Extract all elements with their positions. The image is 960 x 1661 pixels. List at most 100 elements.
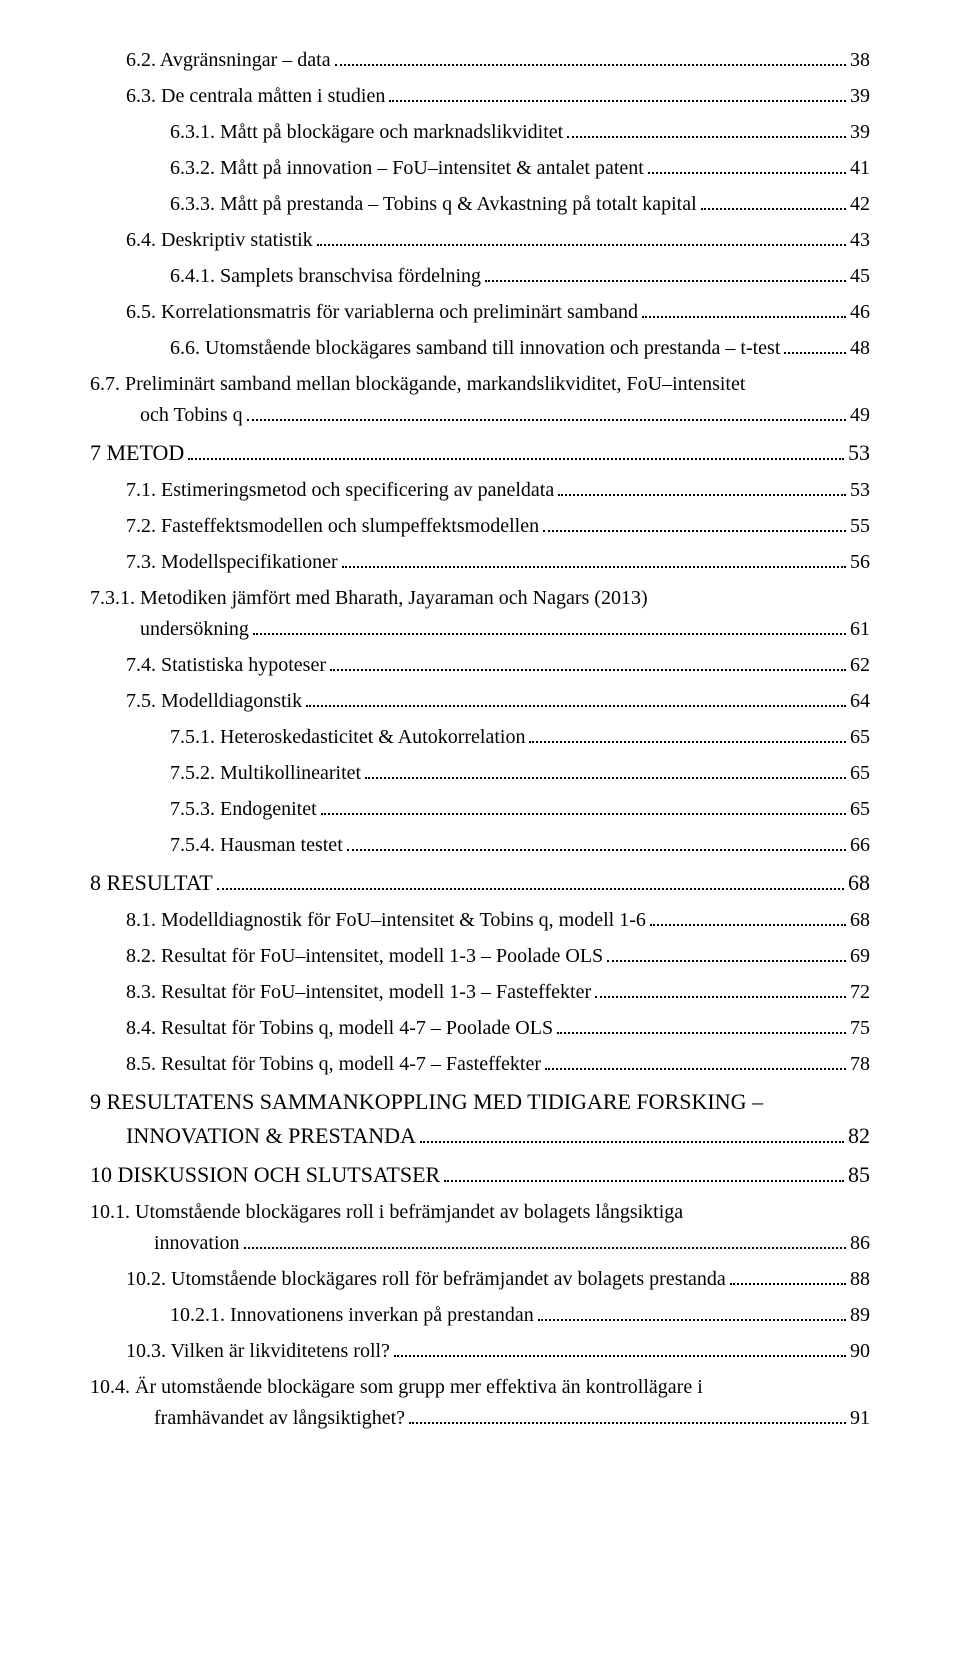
toc-label: 7.4. Statistiska hypoteser bbox=[126, 650, 326, 681]
toc-label-continuation: innovation bbox=[154, 1228, 240, 1259]
toc-entry: 7 METOD53 bbox=[90, 436, 870, 470]
toc-leader-dots bbox=[394, 1339, 846, 1357]
toc-label-continuation: och Tobins q bbox=[140, 400, 243, 431]
toc-entry: 6.6. Utomstående blockägares samband til… bbox=[170, 333, 870, 364]
toc-leader-dots bbox=[784, 336, 846, 354]
toc-page-number: 78 bbox=[850, 1049, 870, 1080]
toc-leader-dots bbox=[607, 944, 846, 962]
toc-label: 8.3. Resultat för FoU–intensitet, modell… bbox=[126, 977, 591, 1008]
toc-label: 6.3.2. Mått på innovation – FoU–intensit… bbox=[170, 153, 644, 184]
toc-label: 8.2. Resultat för FoU–intensitet, modell… bbox=[126, 941, 603, 972]
toc-page-number: 64 bbox=[850, 686, 870, 717]
toc-leader-dots bbox=[217, 871, 844, 891]
toc-entry: 7.4. Statistiska hypoteser 62 bbox=[126, 650, 870, 681]
toc-entry: 8.1. Modelldiagnostik för FoU–intensitet… bbox=[126, 905, 870, 936]
toc-entry: 7.2. Fasteffektsmodellen och slumpeffekt… bbox=[126, 511, 870, 542]
toc-leader-dots bbox=[347, 833, 846, 851]
toc-entry: 8.3. Resultat för FoU–intensitet, modell… bbox=[126, 977, 870, 1008]
toc-leader-dots bbox=[543, 514, 846, 532]
toc-leader-dots bbox=[188, 440, 844, 460]
toc-label: 7.5.1. Heteroskedasticitet & Autokorrela… bbox=[170, 722, 525, 753]
toc-entry: 9 RESULTATENS SAMMANKOPPLING MED TIDIGAR… bbox=[90, 1085, 870, 1153]
toc-page-number: 65 bbox=[850, 758, 870, 789]
toc-label: 8.5. Resultat för Tobins q, modell 4-7 –… bbox=[126, 1049, 541, 1080]
toc-entry: 7.3.1. Metodiken jämfört med Bharath, Ja… bbox=[90, 583, 870, 645]
toc-page-number: 86 bbox=[850, 1228, 870, 1259]
toc-page-number: 88 bbox=[850, 1264, 870, 1295]
toc-label: 6.2. Avgränsningar – data bbox=[126, 45, 331, 76]
toc-label: 9 RESULTATENS SAMMANKOPPLING MED TIDIGAR… bbox=[90, 1085, 870, 1119]
toc-page-number: 39 bbox=[850, 81, 870, 112]
toc-page-number: 55 bbox=[850, 511, 870, 542]
toc-label: 7.5.3. Endogenitet bbox=[170, 794, 317, 825]
toc-label: 10.2. Utomstående blockägares roll för b… bbox=[126, 1264, 726, 1295]
toc-page-number: 41 bbox=[850, 153, 870, 184]
toc-label: 7.5.2. Multikollinearitet bbox=[170, 758, 361, 789]
toc-entry: 7.1. Estimeringsmetod och specificering … bbox=[126, 475, 870, 506]
toc-page-number: 45 bbox=[850, 261, 870, 292]
toc-entry: 7.5.1. Heteroskedasticitet & Autokorrela… bbox=[170, 722, 870, 753]
toc-entry: 6.3.2. Mått på innovation – FoU–intensit… bbox=[170, 153, 870, 184]
toc-entry: 7.5.4. Hausman testet66 bbox=[170, 830, 870, 861]
toc-page-number: 43 bbox=[850, 225, 870, 256]
toc-entry: 7.5.2. Multikollinearitet 65 bbox=[170, 758, 870, 789]
toc-leader-dots bbox=[538, 1303, 846, 1321]
toc-label-continuation: framhävandet av långsiktighet? bbox=[154, 1403, 405, 1434]
toc-page-number: 62 bbox=[850, 650, 870, 681]
table-of-contents: 6.2. Avgränsningar – data386.3. De centr… bbox=[90, 45, 870, 1434]
toc-page-number: 89 bbox=[850, 1300, 870, 1331]
toc-page-number: 91 bbox=[850, 1403, 870, 1434]
toc-leader-dots bbox=[321, 797, 846, 815]
toc-entry: 7.3. Modellspecifikationer56 bbox=[126, 547, 870, 578]
toc-leader-dots bbox=[595, 980, 846, 998]
toc-label-continuation: undersökning bbox=[140, 614, 249, 645]
toc-page-number: 65 bbox=[850, 794, 870, 825]
toc-page-number: 61 bbox=[850, 614, 870, 645]
toc-label: 7.5. Modelldiagonstik bbox=[126, 686, 302, 717]
toc-leader-dots bbox=[567, 120, 846, 138]
toc-page-number: 48 bbox=[850, 333, 870, 364]
toc-entry: 7.5.3. Endogenitet 65 bbox=[170, 794, 870, 825]
toc-label: 10.1. Utomstående blockägares roll i bef… bbox=[90, 1197, 870, 1228]
toc-page-number: 66 bbox=[850, 830, 870, 861]
toc-entry: 10.2. Utomstående blockägares roll för b… bbox=[126, 1264, 870, 1295]
toc-label: 6.3.1. Mått på blockägare och marknadsli… bbox=[170, 117, 563, 148]
toc-entry: 6.7. Preliminärt samband mellan blockäga… bbox=[90, 369, 870, 431]
toc-leader-dots bbox=[330, 653, 846, 671]
toc-leader-dots bbox=[420, 1124, 844, 1144]
toc-leader-dots bbox=[244, 1231, 846, 1249]
toc-page-number: 46 bbox=[850, 297, 870, 328]
toc-label: 6.4.1. Samplets branschvisa fördelning bbox=[170, 261, 481, 292]
toc-page-number: 49 bbox=[850, 400, 870, 431]
toc-label: 7.2. Fasteffektsmodellen och slumpeffekt… bbox=[126, 511, 539, 542]
toc-entry: 8 RESULTAT68 bbox=[90, 866, 870, 900]
toc-page-number: 38 bbox=[850, 45, 870, 76]
toc-leader-dots bbox=[545, 1052, 846, 1070]
toc-page-number: 68 bbox=[848, 866, 870, 900]
toc-entry: 10.1. Utomstående blockägares roll i bef… bbox=[90, 1197, 870, 1259]
toc-leader-dots bbox=[306, 689, 846, 707]
toc-leader-dots bbox=[247, 403, 846, 421]
toc-leader-dots bbox=[253, 617, 846, 635]
toc-label: 10.2.1. Innovationens inverkan på presta… bbox=[170, 1300, 534, 1331]
toc-page-number: 75 bbox=[850, 1013, 870, 1044]
toc-leader-dots bbox=[701, 192, 846, 210]
toc-entry: 8.4. Resultat för Tobins q, modell 4-7 –… bbox=[126, 1013, 870, 1044]
toc-entry: 7.5. Modelldiagonstik 64 bbox=[126, 686, 870, 717]
toc-leader-dots bbox=[557, 1016, 846, 1034]
toc-leader-dots bbox=[650, 908, 846, 926]
toc-leader-dots bbox=[409, 1406, 846, 1424]
toc-entry: 6.2. Avgränsningar – data 38 bbox=[126, 45, 870, 76]
toc-entry: 8.2. Resultat för FoU–intensitet, modell… bbox=[126, 941, 870, 972]
toc-label-continuation: INNOVATION & PRESTANDA bbox=[126, 1119, 416, 1153]
toc-page-number: 90 bbox=[850, 1336, 870, 1367]
toc-leader-dots bbox=[642, 300, 846, 318]
toc-label: 10.4. Är utomstående blockägare som grup… bbox=[90, 1372, 870, 1403]
toc-leader-dots bbox=[317, 228, 846, 246]
toc-entry: 10 DISKUSSION OCH SLUTSATSER85 bbox=[90, 1158, 870, 1192]
toc-page-number: 56 bbox=[850, 547, 870, 578]
toc-label: 6.5. Korrelationsmatris för variablerna … bbox=[126, 297, 638, 328]
toc-page-number: 68 bbox=[850, 905, 870, 936]
toc-page-number: 69 bbox=[850, 941, 870, 972]
toc-page-number: 53 bbox=[850, 475, 870, 506]
